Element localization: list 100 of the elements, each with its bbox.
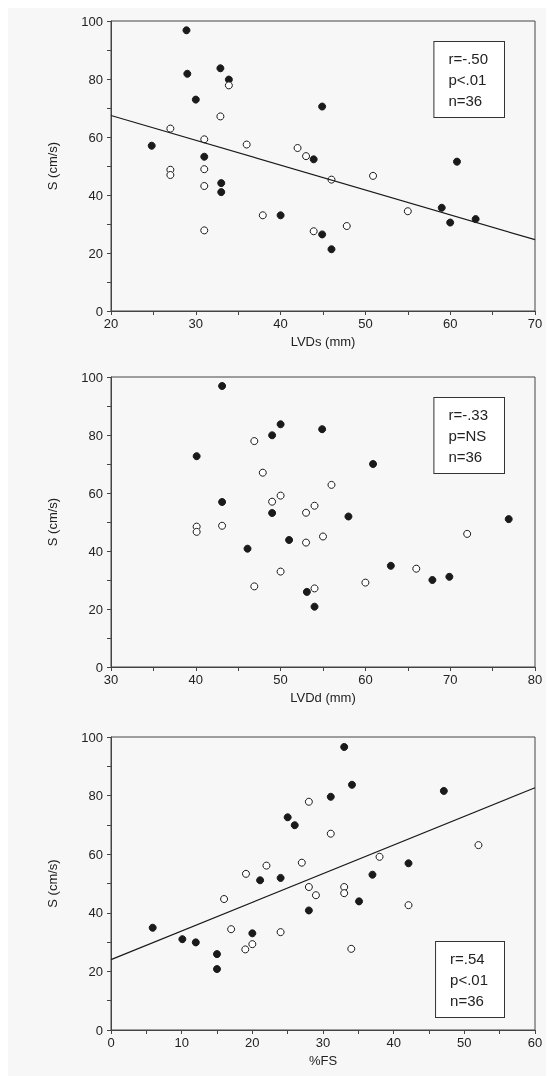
y-tick-label: 40 — [88, 543, 103, 559]
point — [361, 578, 370, 587]
x-axis-title: LVDd (mm) — [290, 690, 356, 705]
point — [283, 813, 292, 822]
point — [344, 512, 353, 521]
x-tick-label: 10 — [174, 1035, 189, 1050]
point — [304, 797, 313, 806]
point — [319, 532, 327, 541]
point — [276, 873, 285, 882]
point — [309, 227, 318, 236]
y-axis-title: S (cm/s) — [45, 859, 60, 908]
point — [276, 928, 285, 937]
x-tick-label: 50 — [273, 672, 288, 687]
point — [290, 821, 299, 830]
x-tick-label: 60 — [442, 316, 458, 331]
point — [216, 112, 225, 121]
y-tick-label: 40 — [88, 187, 103, 203]
point — [446, 218, 455, 227]
point — [452, 157, 461, 166]
point — [463, 529, 472, 538]
annotation: r=.54 p<.01 n=36 — [450, 950, 489, 1009]
point — [182, 26, 191, 35]
point — [368, 870, 377, 879]
point — [326, 792, 335, 801]
point — [248, 929, 257, 938]
point — [302, 587, 311, 596]
point — [276, 211, 285, 220]
y-tick-label: 80 — [88, 427, 103, 443]
point — [437, 203, 446, 212]
y-axis-title: S (cm/s) — [45, 497, 60, 547]
point — [327, 245, 336, 254]
point — [262, 861, 271, 870]
point — [268, 497, 277, 506]
y-tick-label: 20 — [88, 601, 103, 617]
point — [340, 742, 349, 751]
point — [428, 576, 437, 584]
point — [250, 437, 259, 446]
point — [227, 925, 236, 934]
point — [471, 215, 480, 224]
point — [217, 179, 226, 188]
point — [178, 935, 187, 944]
point — [369, 171, 378, 180]
x-axis-title: LVDs (mm) — [290, 334, 356, 349]
point — [200, 226, 209, 235]
x-tick-label: 60 — [527, 1035, 543, 1050]
point — [318, 425, 327, 434]
point — [504, 515, 513, 524]
point — [218, 497, 227, 506]
point — [285, 535, 294, 544]
point — [242, 140, 251, 149]
point — [192, 452, 201, 461]
x-tick-label: 30 — [188, 316, 204, 331]
point — [216, 64, 225, 73]
point — [304, 906, 313, 915]
point — [256, 876, 265, 885]
y-tick-label: 60 — [88, 846, 103, 862]
point — [318, 102, 327, 111]
point — [302, 508, 311, 517]
point — [213, 965, 221, 974]
x-tick-label: 20 — [245, 1035, 260, 1050]
point — [241, 869, 250, 878]
x-tick-label: 40 — [386, 1035, 401, 1050]
point — [276, 420, 285, 429]
point — [403, 207, 412, 216]
point — [302, 538, 311, 547]
point — [302, 152, 311, 161]
point — [355, 897, 364, 906]
x-tick-label: 0 — [107, 1035, 115, 1050]
point — [191, 938, 200, 947]
x-tick-label: 30 — [315, 1035, 331, 1050]
point — [248, 940, 257, 949]
y-tick-label: 20 — [88, 245, 103, 261]
x-axis-title: %FS — [308, 1053, 338, 1068]
point — [191, 95, 200, 104]
point — [310, 584, 319, 593]
y-tick-label: 0 — [95, 1022, 103, 1038]
point — [220, 895, 229, 904]
point — [309, 155, 318, 164]
point — [200, 182, 209, 191]
point — [250, 582, 259, 591]
x-tick-label: 80 — [527, 672, 543, 687]
point — [304, 883, 313, 892]
x-tick-label: 30 — [103, 672, 119, 687]
y-tick-label: 100 — [81, 729, 103, 745]
y-tick-label: 100 — [81, 13, 103, 29]
x-tick-label: 40 — [273, 316, 288, 331]
point — [369, 460, 378, 468]
point — [276, 567, 285, 576]
point — [439, 786, 448, 795]
point — [412, 564, 421, 573]
point — [200, 165, 209, 174]
point — [318, 230, 327, 239]
point — [268, 509, 277, 518]
point — [347, 780, 356, 789]
point — [200, 152, 209, 161]
point — [166, 124, 175, 133]
point — [241, 945, 250, 954]
x-tick-label: 60 — [358, 672, 373, 687]
point — [386, 561, 395, 570]
point — [310, 501, 319, 510]
